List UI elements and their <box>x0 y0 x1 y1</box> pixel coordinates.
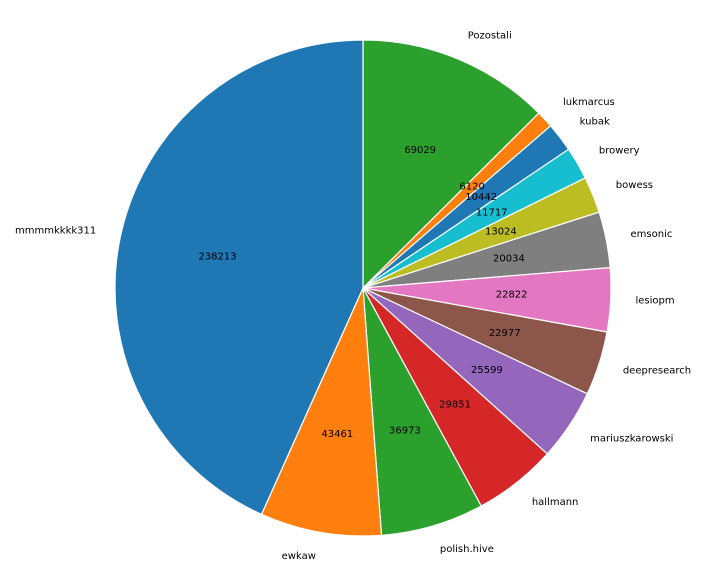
pie-slices <box>114 39 612 537</box>
value-label-mmmmkkkk311: 238213 <box>198 251 236 262</box>
category-label-pozostali: Pozostali <box>468 31 512 42</box>
slice-pozostali <box>362 39 540 290</box>
value-label-hallmann: 29851 <box>439 399 471 410</box>
category-label-polish-hive: polish.hive <box>440 544 494 555</box>
category-label-deepresearch: deepresearch <box>623 366 691 377</box>
value-label-emsonic: 20034 <box>493 253 525 264</box>
category-label-kubak: kubak <box>580 117 610 128</box>
category-label-browery: browery <box>599 145 640 156</box>
pie-labels: 69029 Pozostali 6120 lukmarcus 10442 kubak 117… <box>15 31 691 563</box>
value-label-pozostali: 69029 <box>404 145 436 156</box>
value-label-ewkaw: 43461 <box>321 429 353 440</box>
category-label-lesiopm: lesiopm <box>635 296 674 307</box>
value-label-deepresearch: 22977 <box>489 328 521 339</box>
category-label-mariuszkarowski: mariuszkarowski <box>590 434 673 445</box>
slice-ewkaw <box>260 287 383 537</box>
category-label-bowess: bowess <box>616 180 653 191</box>
category-label-lukmarcus: lukmarcus <box>563 97 615 108</box>
value-label-lukmarcus: 6120 <box>459 181 484 192</box>
category-label-mmmmkkkk311: mmmmkkkk311 <box>15 225 96 236</box>
value-label-polish-hive: 36973 <box>389 425 421 436</box>
category-label-hallmann: hallmann <box>532 497 579 508</box>
value-label-kubak: 10442 <box>465 192 497 203</box>
category-label-emsonic: emsonic <box>631 229 673 240</box>
slice-mmmmkkkk311 <box>114 39 364 516</box>
value-label-mariuszkarowski: 25599 <box>471 365 503 376</box>
value-label-bowess: 13024 <box>485 227 517 238</box>
value-label-lesiopm: 22822 <box>496 290 528 301</box>
value-label-browery: 11717 <box>476 208 508 219</box>
category-label-ewkaw: ewkaw <box>282 551 316 562</box>
